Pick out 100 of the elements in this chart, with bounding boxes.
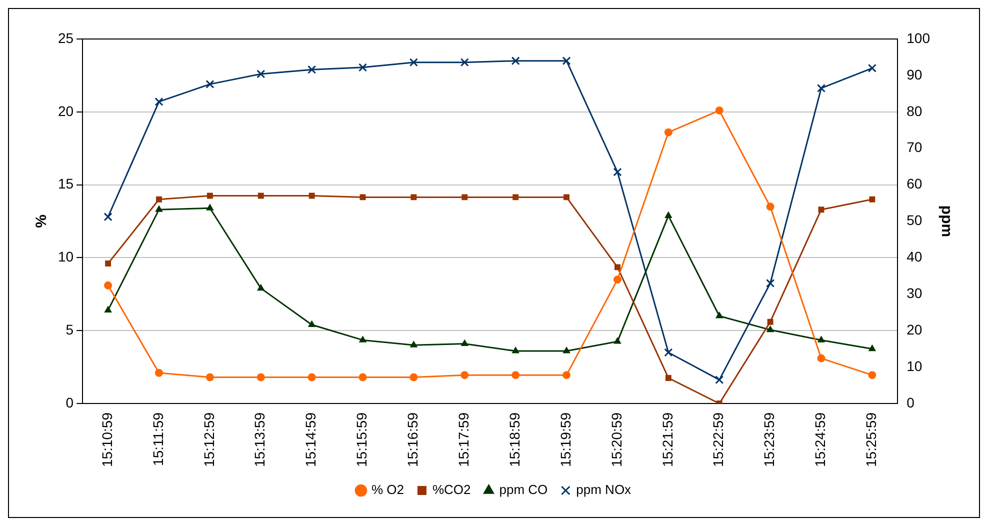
y2-tick-label: 60 xyxy=(906,176,922,192)
y2-tick-label: 40 xyxy=(906,248,922,265)
point xyxy=(614,264,620,270)
point xyxy=(256,70,266,78)
x-tick-label: 15:25:59 xyxy=(863,412,880,468)
y2-tick-label: 90 xyxy=(906,66,922,82)
point xyxy=(715,106,724,114)
point xyxy=(818,336,825,342)
point xyxy=(206,192,213,199)
point xyxy=(562,371,571,380)
y2-tick-label: 50 xyxy=(906,212,922,228)
point xyxy=(308,192,315,199)
point xyxy=(511,56,520,66)
point xyxy=(206,80,214,88)
point xyxy=(460,371,469,380)
legend-label: % O2 xyxy=(371,482,404,498)
point xyxy=(104,212,112,222)
point xyxy=(869,196,876,202)
point xyxy=(154,97,164,106)
point xyxy=(410,341,418,348)
point xyxy=(409,58,418,67)
point xyxy=(104,306,112,312)
y-tick-label: 5 xyxy=(66,321,74,338)
y-tick-label: 10 xyxy=(58,248,74,265)
x-tick-label: 15:17:59 xyxy=(455,412,472,468)
y2-tick-label: 0 xyxy=(906,394,915,410)
x-tick-label: 15:23:59 xyxy=(761,412,778,468)
x-tick-label: 15:20:59 xyxy=(608,412,624,468)
point xyxy=(715,376,724,384)
point xyxy=(308,373,316,382)
x-tick-label: 15:14:59 xyxy=(302,412,319,468)
point xyxy=(613,168,622,176)
point xyxy=(564,194,570,200)
point xyxy=(206,204,214,210)
point xyxy=(716,312,723,318)
point xyxy=(512,371,520,380)
point xyxy=(410,194,417,200)
point xyxy=(104,281,112,290)
point xyxy=(766,202,774,211)
point xyxy=(868,64,876,72)
y-tick-label: 0 xyxy=(66,394,74,410)
point xyxy=(360,194,366,200)
point xyxy=(258,192,264,199)
x-tick-label: 15:18:59 xyxy=(506,412,522,468)
point xyxy=(665,375,672,381)
point xyxy=(156,196,162,202)
point xyxy=(461,340,468,346)
point xyxy=(512,194,519,200)
x-tick-label: 15:16:59 xyxy=(404,412,421,468)
point xyxy=(256,373,265,382)
y-tick-label: 20 xyxy=(58,102,74,119)
point xyxy=(614,338,621,344)
x-tick-label: 15:22:59 xyxy=(710,412,726,468)
point xyxy=(766,278,775,288)
point xyxy=(308,65,316,74)
point xyxy=(308,320,316,328)
point xyxy=(155,206,163,212)
point xyxy=(462,194,468,200)
point xyxy=(359,336,366,342)
point xyxy=(460,58,469,67)
x-tick-label: 15:12:59 xyxy=(200,412,217,468)
point xyxy=(664,348,673,357)
point xyxy=(818,206,824,213)
y-tick-label: 15 xyxy=(58,176,74,192)
y2-tick-label: 30 xyxy=(906,285,922,302)
x-tick-label: 15:13:59 xyxy=(252,412,268,468)
point xyxy=(105,260,112,267)
y2-tick-label: 80 xyxy=(906,102,922,119)
point xyxy=(664,128,672,136)
point xyxy=(766,326,774,332)
x-tick-label: 15:15:59 xyxy=(354,412,370,468)
y2-tick-label: 100 xyxy=(906,30,930,46)
y2-axis-title: ppm xyxy=(938,205,955,238)
x-tick-label: 15:21:59 xyxy=(659,412,676,468)
y-tick-label: 25 xyxy=(58,30,74,46)
point xyxy=(257,284,264,291)
point xyxy=(562,347,570,354)
y2-tick-label: 20 xyxy=(906,321,922,338)
legend-label: ppm CO xyxy=(499,482,548,498)
point xyxy=(767,318,774,325)
point xyxy=(154,368,163,377)
y2-tick-label: 70 xyxy=(906,139,922,156)
x-tick-label: 15:24:59 xyxy=(812,412,828,468)
point xyxy=(817,354,826,362)
point xyxy=(868,344,876,352)
legend-label: %CO2 xyxy=(432,482,471,498)
legend-label: ppm NOx xyxy=(576,482,632,498)
point xyxy=(613,276,622,284)
point xyxy=(512,347,520,354)
x-tick-label: 15:19:59 xyxy=(557,412,574,468)
x-tick-label: 15:10:59 xyxy=(98,412,115,468)
point xyxy=(816,84,826,92)
point xyxy=(358,63,368,72)
y2-tick-label: 10 xyxy=(906,358,922,374)
point xyxy=(358,373,367,382)
point xyxy=(410,373,418,382)
point xyxy=(562,56,571,66)
point xyxy=(206,373,214,382)
x-tick-label: 15:11:59 xyxy=(150,412,166,466)
point xyxy=(664,212,672,218)
